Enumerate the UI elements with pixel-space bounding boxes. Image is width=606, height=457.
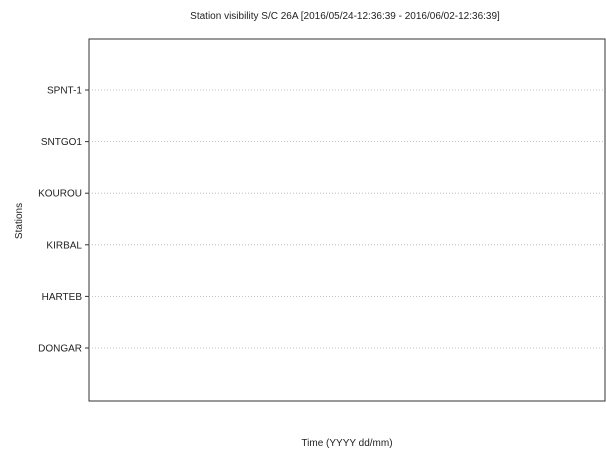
- plot-frame: [88, 38, 606, 402]
- station-label-dongar: DONGAR: [38, 344, 82, 355]
- chart-title: Station visibility S/C 26A [2016/05/24-1…: [190, 11, 500, 22]
- station-label-sntgo1: SNTGO1: [41, 137, 83, 148]
- y-axis-label: Stations: [14, 203, 25, 239]
- station-label-spnt-1: SPNT-1: [47, 86, 82, 97]
- station-label-kourou: KOUROU: [38, 189, 82, 200]
- station-label-harteb: HARTEB: [42, 292, 83, 303]
- x-axis-label: Time (YYYY dd/mm): [301, 438, 392, 449]
- station-labels: SPNT-1 SNTGO1 KOUROU KIRBAL HARTEB DONGAR: [38, 86, 89, 355]
- station-label-kirbal: KIRBAL: [46, 240, 82, 251]
- grid: [89, 89, 605, 349]
